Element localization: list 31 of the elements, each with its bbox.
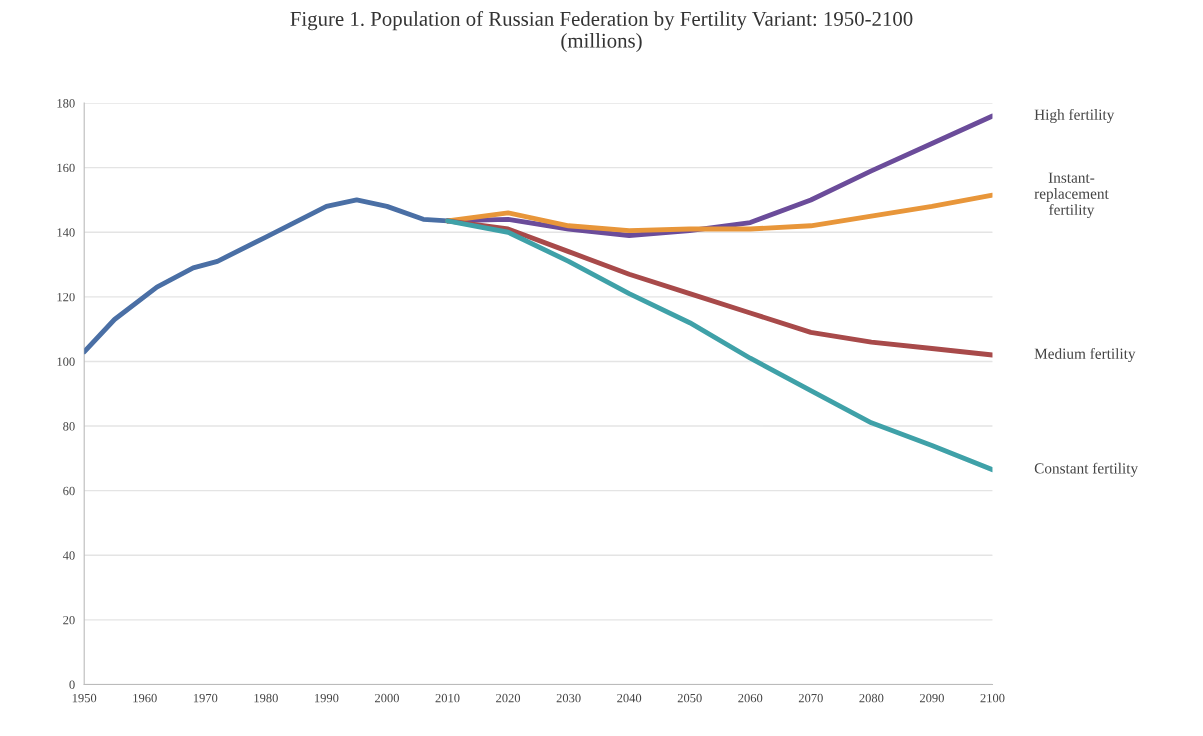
y-tick-label: 20 [63,615,75,625]
x-tick-label: 2020 [496,693,521,703]
x-tick-label: 1950 [72,693,97,703]
x-tick-label: 2080 [859,693,884,703]
x-tick-label: 1990 [315,693,339,703]
x-tick-label: 2030 [556,693,581,703]
y-tick-label: 80 [63,422,75,431]
text: Medium fertility [1034,347,1136,363]
x-tick-label: 1970 [193,693,218,703]
y-tick-label: 180 [57,99,75,108]
x-tick-label: 2010 [435,693,460,703]
y-tick-label: 60 [63,486,75,496]
y-tick-label: 100 [57,357,75,366]
y-tick-label: 40 [62,551,75,560]
x-tick-label: 2100 [980,693,1005,703]
y-tick-label: 0 [69,680,75,689]
y-tick-label: 140 [57,228,75,237]
x-tick-label: 2050 [677,693,702,703]
x-tick-label: 2070 [798,693,823,703]
text: Constant fertility [1034,462,1139,477]
x-tick-label: 2000 [375,693,399,703]
text: High fertility [1034,108,1115,123]
x-tick-label: 1960 [133,693,157,703]
text: Instant- replacement fertility [1034,172,1109,219]
x-tick-label: 2040 [617,693,642,703]
chart-title: Figure 1. Population of Russian Federation by Fertility Variant: 1950-2100 (millions) [290,11,913,52]
y-tick-label: 160 [57,163,75,173]
x-tick-label: 2090 [919,693,944,703]
x-tick-label: 2060 [738,693,763,703]
y-tick-label: 120 [57,292,75,302]
x-tick-label: 1980 [254,693,278,703]
